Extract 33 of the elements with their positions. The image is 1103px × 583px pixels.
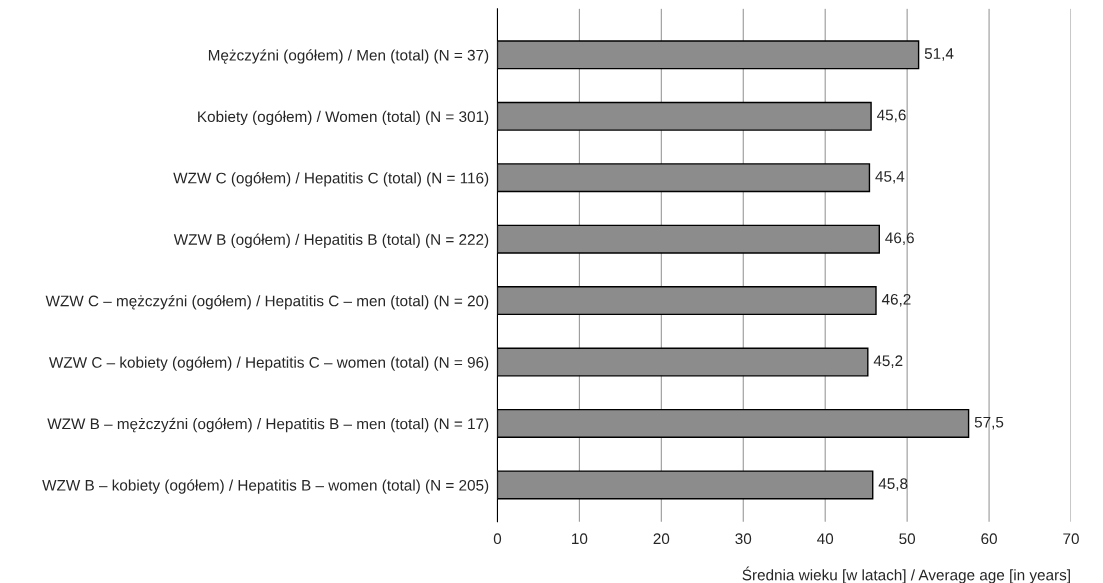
data-label: 45,4 [875, 171, 905, 184]
y-tick-label: Mężczyźni (ogółem) / Men (total) (N = 37) [208, 49, 489, 64]
x-tick-label: 20 [653, 533, 670, 545]
bar [497, 163, 871, 193]
data-label: 45,6 [876, 109, 906, 123]
bar [497, 347, 869, 377]
x-tick-label: 70 [1063, 533, 1079, 545]
bar [497, 101, 872, 131]
bar [497, 470, 874, 500]
y-tick-label: WZW C – mężczyźni (ogółem) / Hepatitis C – men (total) (N = 20) [45, 294, 489, 310]
data-label: 46,6 [885, 232, 914, 246]
x-tick-label: 0 [493, 533, 502, 545]
x-tick-label: 40 [817, 533, 834, 545]
data-label: 51,4 [924, 48, 954, 61]
x-axis-title: Średnia wieku [w latach] / Average age [in years] [742, 566, 1070, 583]
y-tick-label: WZW B (ogółem) / Hepatitis B (total) (N = 222) [173, 233, 489, 248]
y-tick-label: WZW B – mężczyźni (ogółem) / Hepatitis B – men (total) (N = 17) [47, 417, 489, 433]
x-tick-label: 60 [981, 533, 997, 545]
data-label: 57,5 [974, 416, 1004, 430]
data-label: 45,2 [873, 355, 903, 368]
y-tick-label: WZW C – kobiety (ogółem) / Hepatitis C – women (total) (N = 96) [49, 356, 489, 371]
bar [497, 40, 920, 70]
x-tick-label: 10 [572, 533, 588, 545]
bar [497, 224, 880, 254]
data-label: 46,2 [881, 293, 911, 307]
x-tick-label: 50 [899, 533, 916, 545]
bar [497, 408, 970, 438]
y-tick-label: WZW B – kobiety (ogółem) / Hepatitis B – women (total) (N = 205) [42, 479, 489, 494]
data-label: 45,8 [878, 478, 908, 491]
y-tick-label: WZW C (ogółem) / Hepatitis C (total) (N = 116) [173, 172, 489, 187]
bar [497, 286, 877, 316]
x-tick-label: 30 [735, 533, 752, 545]
y-tick-label: Kobiety (ogółem) / Women (total) (N = 301) [198, 110, 489, 126]
